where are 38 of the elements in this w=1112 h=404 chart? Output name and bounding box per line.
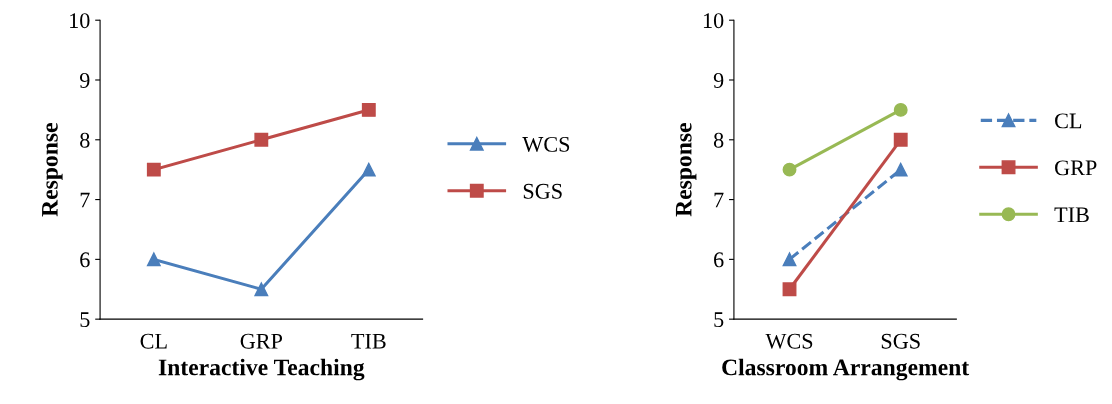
point — [782, 252, 797, 267]
y-tick-label: 5 — [80, 312, 90, 328]
point — [782, 282, 797, 297]
y-axis-title: Response — [675, 123, 697, 217]
x-tick-label: SGS — [881, 333, 920, 349]
y-tick-label: 8 — [80, 132, 90, 148]
y-tick-label: 10 — [703, 13, 724, 29]
point — [146, 252, 161, 267]
point — [361, 162, 376, 177]
x-tick-label: GRP — [240, 333, 283, 349]
point — [893, 162, 908, 177]
x-axis-title: Classroom Arrangement — [722, 358, 970, 381]
point — [361, 102, 376, 117]
y-tick-label: 8 — [713, 132, 724, 148]
y-tick-label: 9 — [713, 72, 724, 88]
point — [782, 162, 797, 177]
y-tick-label: 6 — [80, 252, 90, 268]
legend-label: WCS — [522, 136, 570, 152]
point — [254, 132, 269, 147]
point — [146, 162, 161, 177]
x-tick-label: TIB — [351, 333, 386, 349]
legend-label: TIB — [1054, 207, 1089, 223]
point — [254, 282, 269, 297]
y-tick-label: 10 — [70, 13, 90, 29]
y-tick-label: 6 — [714, 252, 724, 268]
y-tick-label: 7 — [80, 192, 90, 208]
legend-label: SGS — [523, 183, 562, 199]
point — [893, 132, 908, 147]
point — [893, 102, 908, 117]
y-tick-label: 7 — [714, 192, 724, 208]
y-tick-label: 5 — [714, 312, 724, 328]
legend-label: GRP — [1055, 160, 1097, 176]
y-axis-title: Response — [42, 123, 63, 217]
legend-label: CL — [1055, 113, 1082, 129]
x-tick-label: CL — [140, 333, 167, 349]
x-tick-label: WCS — [765, 333, 813, 349]
y-tick-label: 9 — [79, 72, 90, 88]
x-axis-title: Interactive Teaching — [158, 358, 365, 381]
